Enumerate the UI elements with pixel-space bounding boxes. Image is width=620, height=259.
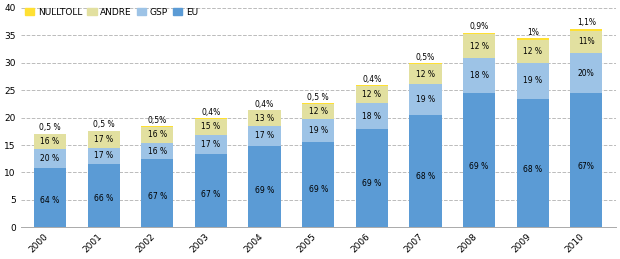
Legend: NULLTOLL, ANDRE, GSP, EU: NULLTOLL, ANDRE, GSP, EU (25, 8, 198, 17)
Text: 69 %: 69 % (362, 178, 381, 188)
Bar (195, 154, 227, 227)
Bar (356, 129, 388, 227)
Bar (249, 110, 281, 111)
Bar (302, 142, 334, 227)
Bar (409, 64, 441, 84)
Bar (463, 33, 495, 34)
Text: 12 %: 12 % (523, 47, 542, 56)
Bar (249, 126, 281, 146)
Bar (570, 53, 603, 93)
Text: 0,5%: 0,5% (148, 116, 167, 125)
Bar (463, 93, 495, 227)
Text: 17 %: 17 % (94, 135, 113, 144)
Bar (141, 127, 174, 143)
Text: 64 %: 64 % (40, 196, 60, 205)
Text: 20%: 20% (578, 69, 595, 77)
Bar (195, 118, 227, 119)
Bar (516, 62, 549, 98)
Bar (570, 31, 603, 53)
Text: 16 %: 16 % (40, 137, 60, 146)
Bar (356, 86, 388, 103)
Text: 0,4%: 0,4% (202, 108, 221, 117)
Bar (141, 143, 174, 159)
Bar (570, 29, 603, 31)
Text: 15 %: 15 % (202, 123, 221, 131)
Text: 16 %: 16 % (148, 147, 167, 156)
Text: 19 %: 19 % (309, 126, 328, 135)
Bar (249, 146, 281, 227)
Text: 12 %: 12 % (362, 90, 381, 99)
Bar (195, 119, 227, 135)
Text: 0,5 %: 0,5 % (39, 123, 61, 132)
Bar (463, 34, 495, 58)
Bar (34, 168, 66, 227)
Text: 13 %: 13 % (255, 114, 274, 123)
Bar (570, 93, 603, 227)
Text: 12 %: 12 % (469, 41, 489, 51)
Text: 16 %: 16 % (148, 131, 167, 139)
Text: 12 %: 12 % (309, 107, 328, 116)
Text: 20 %: 20 % (40, 154, 60, 163)
Bar (249, 111, 281, 126)
Text: 1,1%: 1,1% (577, 18, 596, 27)
Bar (34, 149, 66, 168)
Text: 17 %: 17 % (94, 151, 113, 160)
Text: 0,4%: 0,4% (362, 75, 381, 84)
Text: 0,5 %: 0,5 % (308, 93, 329, 102)
Bar (87, 164, 120, 227)
Text: 0,9%: 0,9% (469, 22, 489, 31)
Bar (302, 103, 334, 104)
Text: 18 %: 18 % (362, 112, 381, 120)
Bar (516, 38, 549, 40)
Bar (34, 134, 66, 149)
Text: 67 %: 67 % (148, 192, 167, 201)
Bar (516, 98, 549, 227)
Text: 69 %: 69 % (255, 186, 274, 195)
Bar (356, 103, 388, 129)
Text: 67%: 67% (578, 162, 595, 171)
Bar (409, 63, 441, 64)
Text: 19 %: 19 % (416, 95, 435, 104)
Bar (302, 119, 334, 142)
Text: 0,5%: 0,5% (416, 53, 435, 62)
Text: 67 %: 67 % (202, 190, 221, 199)
Bar (87, 148, 120, 164)
Text: 69 %: 69 % (309, 185, 328, 193)
Bar (302, 104, 334, 119)
Bar (516, 40, 549, 62)
Bar (409, 84, 441, 115)
Bar (463, 58, 495, 93)
Bar (141, 126, 174, 127)
Bar (195, 135, 227, 154)
Text: 1%: 1% (527, 27, 539, 37)
Bar (87, 131, 120, 148)
Bar (141, 159, 174, 227)
Bar (356, 85, 388, 86)
Text: 18 %: 18 % (469, 71, 489, 80)
Text: 0,5 %: 0,5 % (93, 120, 115, 130)
Text: 69 %: 69 % (469, 162, 489, 171)
Text: 68 %: 68 % (523, 165, 542, 174)
Text: 68 %: 68 % (416, 172, 435, 182)
Text: 12 %: 12 % (416, 70, 435, 79)
Text: 0,4%: 0,4% (255, 100, 274, 109)
Text: 19 %: 19 % (523, 76, 542, 85)
Bar (409, 115, 441, 227)
Text: 17 %: 17 % (202, 140, 221, 149)
Text: 66 %: 66 % (94, 194, 113, 203)
Text: 17 %: 17 % (255, 131, 274, 140)
Text: 11%: 11% (578, 38, 595, 46)
